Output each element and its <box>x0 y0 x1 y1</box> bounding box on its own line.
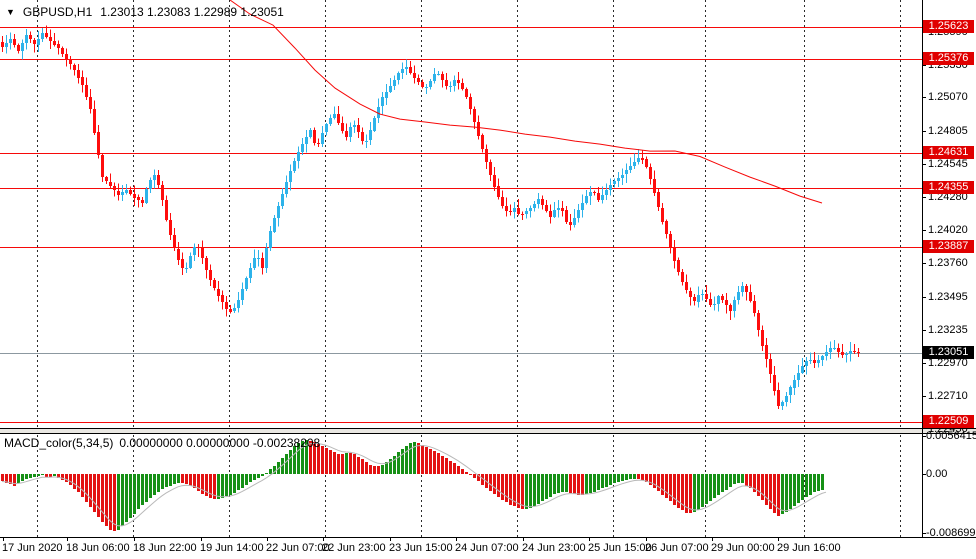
price-tick-label: 1.23760 <box>928 257 968 269</box>
level-price-badge: 1.25623 <box>923 20 974 33</box>
time-tick-label: 26 Jun 07:00 <box>645 542 709 554</box>
time-axis-border <box>0 537 976 538</box>
time-tick-label: 29 Jun 00:00 <box>711 542 775 554</box>
symbol-dropdown-icon[interactable]: ▼ <box>6 7 15 17</box>
time-tick-label: 22 Jun 07:00 <box>266 542 330 554</box>
macd-histogram[interactable] <box>1 440 824 531</box>
time-tick-label: 22 Jun 23:00 <box>322 542 386 554</box>
macd-scale-label: 0.00 <box>926 468 948 480</box>
price-tick-label: 1.24020 <box>928 224 968 236</box>
price-tick-label: 1.24805 <box>928 125 968 137</box>
level-price-badge: 1.24631 <box>923 146 974 159</box>
time-tick-label: 23 Jun 15:00 <box>389 542 453 554</box>
price-axis-border <box>922 0 923 537</box>
level-lines <box>0 27 922 423</box>
pane-splitter[interactable] <box>0 428 976 434</box>
macd-scale-label: -0.0086998 <box>926 527 976 539</box>
macd-signal-line <box>1 442 827 527</box>
time-tick-label: 17 Jun 2020 <box>2 542 63 554</box>
price-tick-label: 1.23495 <box>928 291 968 303</box>
time-tick-label: 18 Jun 06:00 <box>66 542 130 554</box>
macd-indicator-header: MACD_color(5,34,5) 0.00000000 0.00000000 … <box>4 436 320 450</box>
price-tick-label: 1.22710 <box>928 390 968 402</box>
current-price-badge: 1.23051 <box>923 346 974 359</box>
price-tick-label: 1.25070 <box>928 91 968 103</box>
price-tick-label: 1.22970 <box>928 357 968 369</box>
macd-indicator-values: 0.00000000 0.00000000 -0.00238208 <box>119 436 321 450</box>
time-tick-label: 29 Jun 16:00 <box>777 542 841 554</box>
level-price-badge: 1.25376 <box>923 52 974 65</box>
macd-scale-label: 0.0056415 <box>926 430 976 442</box>
time-tick-label: 18 Jun 22:00 <box>133 542 197 554</box>
macd-indicator-name: MACD_color(5,34,5) <box>4 436 114 450</box>
grid-lines <box>37 0 901 537</box>
chart-header: ▼ GBPUSD,H1 1.23013 1.23083 1.22989 1.2305… <box>6 3 284 21</box>
level-price-badge: 1.24355 <box>923 181 974 194</box>
level-price-badge: 1.23887 <box>923 240 974 253</box>
price-tick-label: 1.24545 <box>928 158 968 170</box>
candlesticks[interactable] <box>1 25 860 410</box>
time-tick-label: 25 Jun 15:00 <box>588 542 652 554</box>
level-price-badge: 1.22509 <box>923 415 974 428</box>
price-tick-label: 1.24280 <box>928 191 968 203</box>
time-tick-label: 24 Jun 23:00 <box>522 542 586 554</box>
moving-average-line <box>229 0 823 204</box>
symbol-period-label: GBPUSD,H1 <box>22 5 93 19</box>
time-tick-label: 19 Jun 14:00 <box>200 542 264 554</box>
price-tick-label: 1.23235 <box>928 324 968 336</box>
time-tick-label: 24 Jun 07:00 <box>455 542 519 554</box>
ohlc-quote-label: 1.23013 1.23083 1.22989 1.23051 <box>100 5 284 19</box>
